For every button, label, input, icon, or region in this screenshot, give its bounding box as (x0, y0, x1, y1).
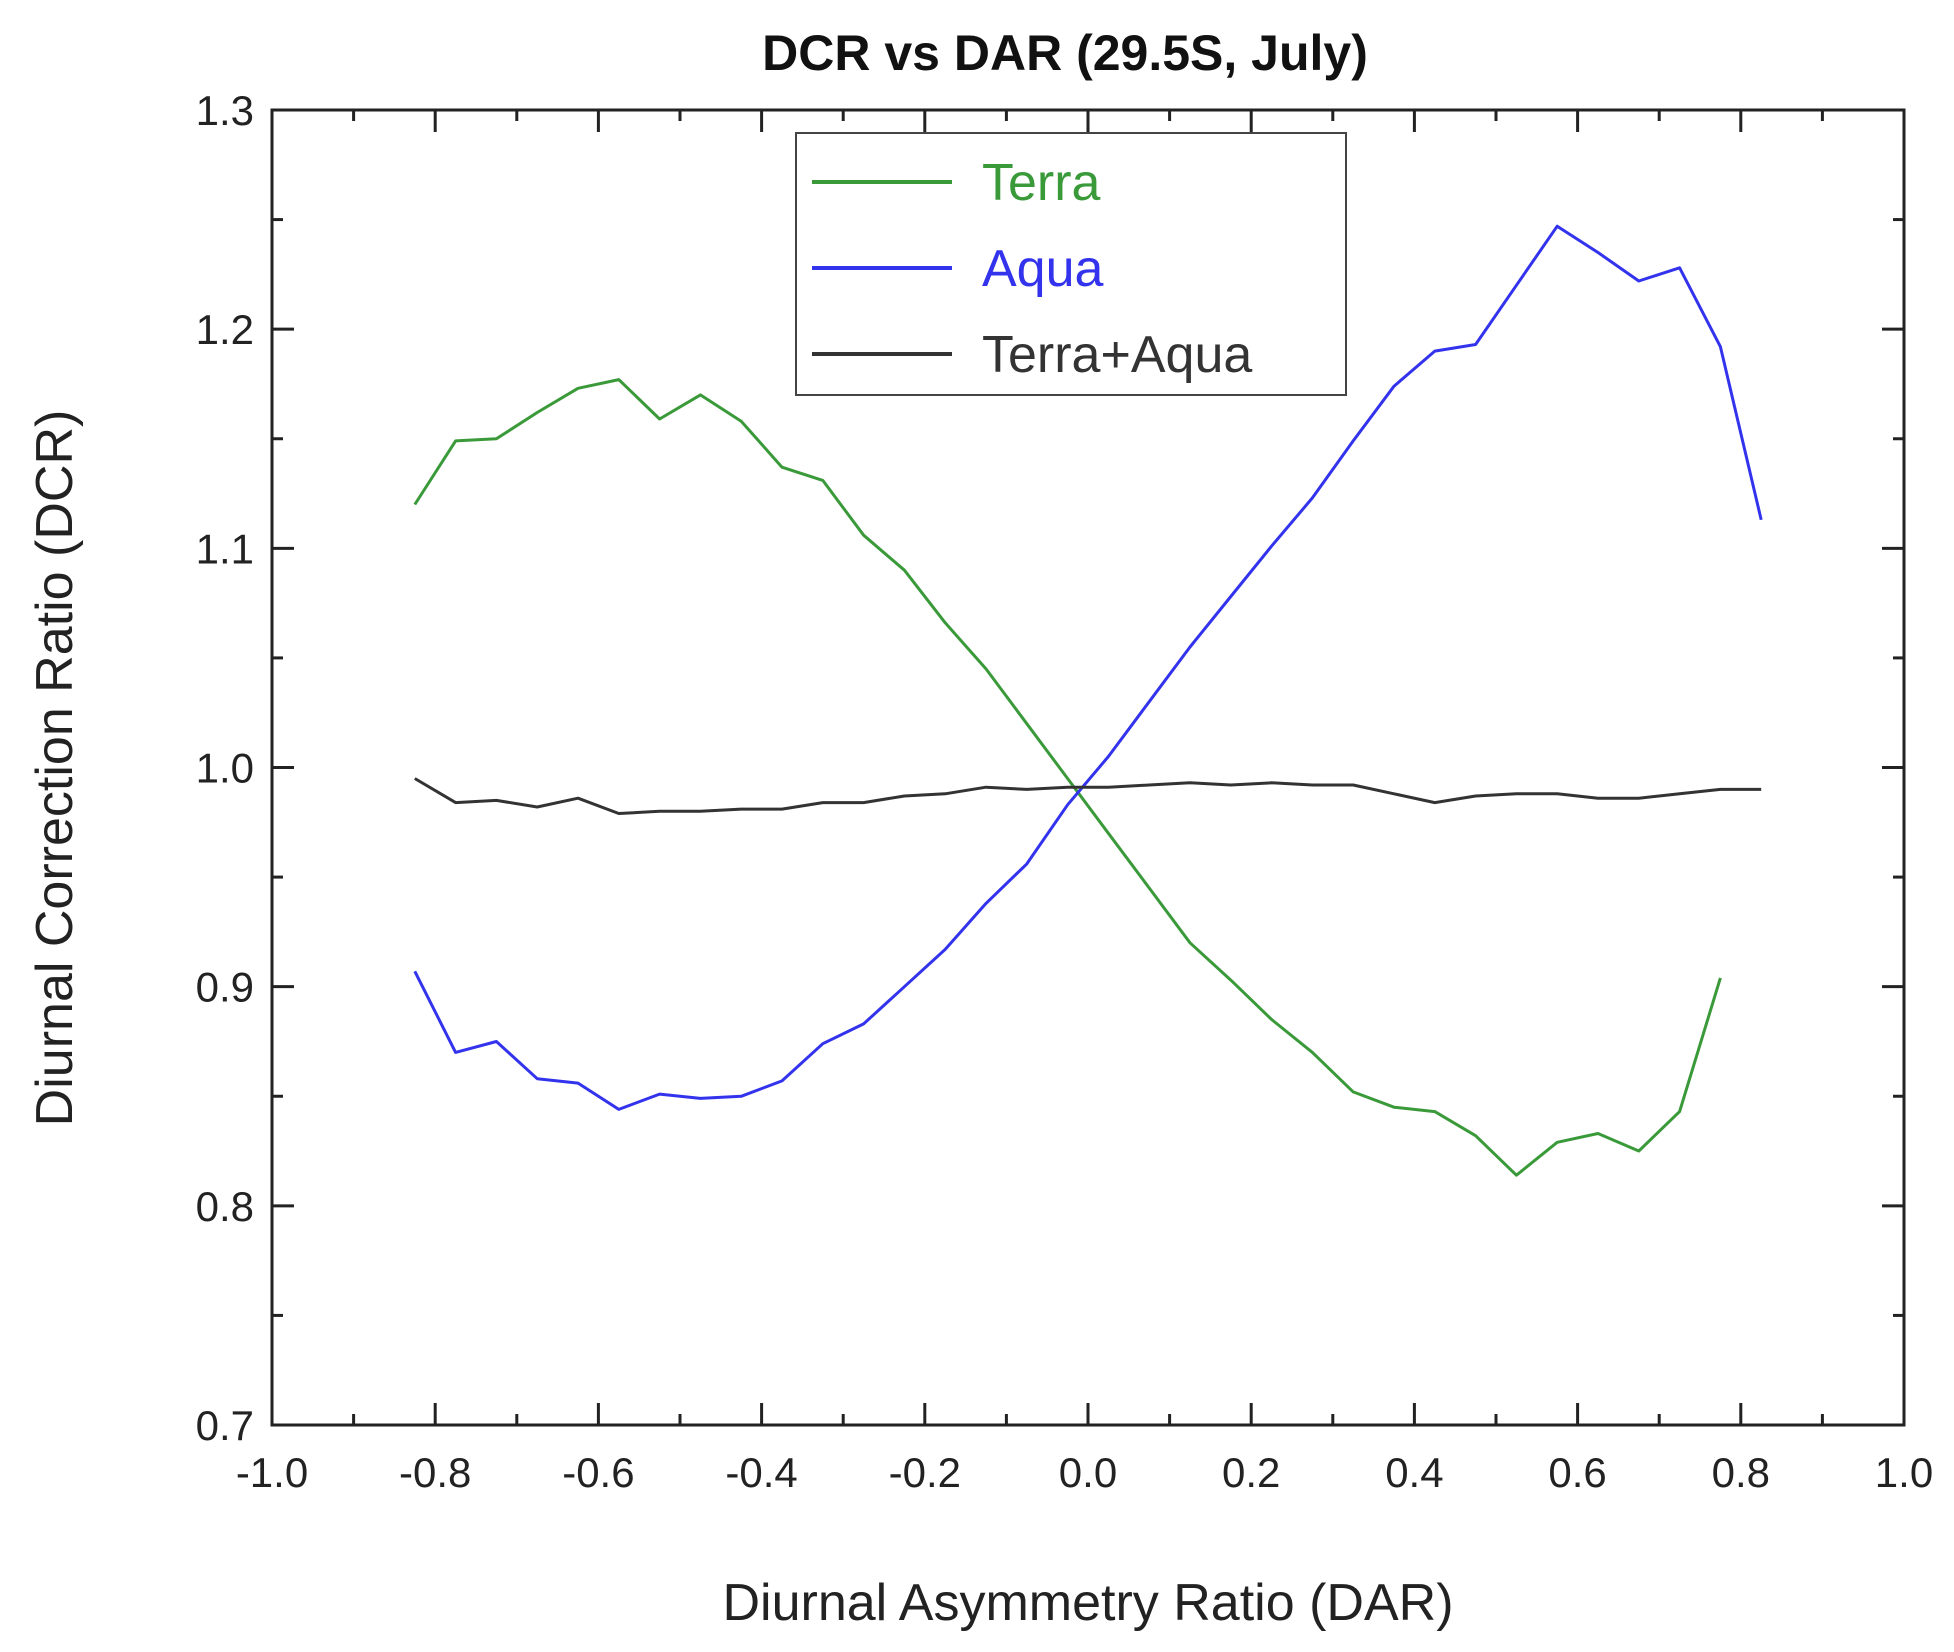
legend-box (795, 132, 1347, 396)
legend-label-aqua: Aqua (982, 240, 1104, 298)
x-tick-label: -1.0 (236, 1449, 308, 1496)
y-tick-label: 1.2 (196, 306, 254, 353)
legend-items: Terra Aqua Terra+Aqua (812, 154, 1252, 384)
chart-title: DCR vs DAR (29.5S, July) (762, 25, 1368, 81)
x-tick-label: -0.6 (562, 1449, 634, 1496)
y-tick-label: 1.3 (196, 87, 254, 134)
plot-frame (270, 108, 1906, 1427)
y-tick-label: 1.1 (196, 525, 254, 572)
series-line-terra (413, 378, 1722, 1177)
legend-label-terra: Terra (982, 154, 1101, 212)
x-tick-label: 0.0 (1059, 1449, 1117, 1496)
x-tick-label: -0.4 (725, 1449, 797, 1496)
x-tick-label: 0.4 (1385, 1449, 1443, 1496)
y-tick-label: 0.8 (196, 1183, 254, 1230)
series-line-terra-aqua (414, 777, 1762, 815)
x-axis-label: Diurnal Asymmetry Ratio (DAR) (722, 1574, 1453, 1632)
axis-ticks-layer (270, 108, 1906, 1427)
x-tick-label: -0.8 (399, 1449, 471, 1496)
y-tick-label: 0.7 (196, 1402, 254, 1449)
x-tick-label: 0.8 (1712, 1449, 1770, 1496)
tick-labels-layer: -1.0 -0.8 -0.6 -0.4 -0.2 0.0 0.2 0.4 0.6 0.8 1.0 0.… (196, 87, 1934, 1496)
legend: Terra Aqua Terra+Aqua (795, 132, 1347, 396)
series-line-aqua (413, 224, 1763, 1111)
y-tick-label: 0.9 (196, 964, 254, 1011)
x-tick-label: 1.0 (1875, 1449, 1933, 1496)
x-tick-label: 0.6 (1548, 1449, 1606, 1496)
x-tick-label: -0.2 (889, 1449, 961, 1496)
series-layer (413, 224, 1763, 1177)
y-tick-label: 1.0 (196, 745, 254, 792)
legend-label-terra-aqua: Terra+Aqua (982, 326, 1252, 384)
y-axis-label: Diurnal Correction Ratio (DCR) (26, 410, 84, 1127)
x-tick-label: 0.2 (1222, 1449, 1280, 1496)
